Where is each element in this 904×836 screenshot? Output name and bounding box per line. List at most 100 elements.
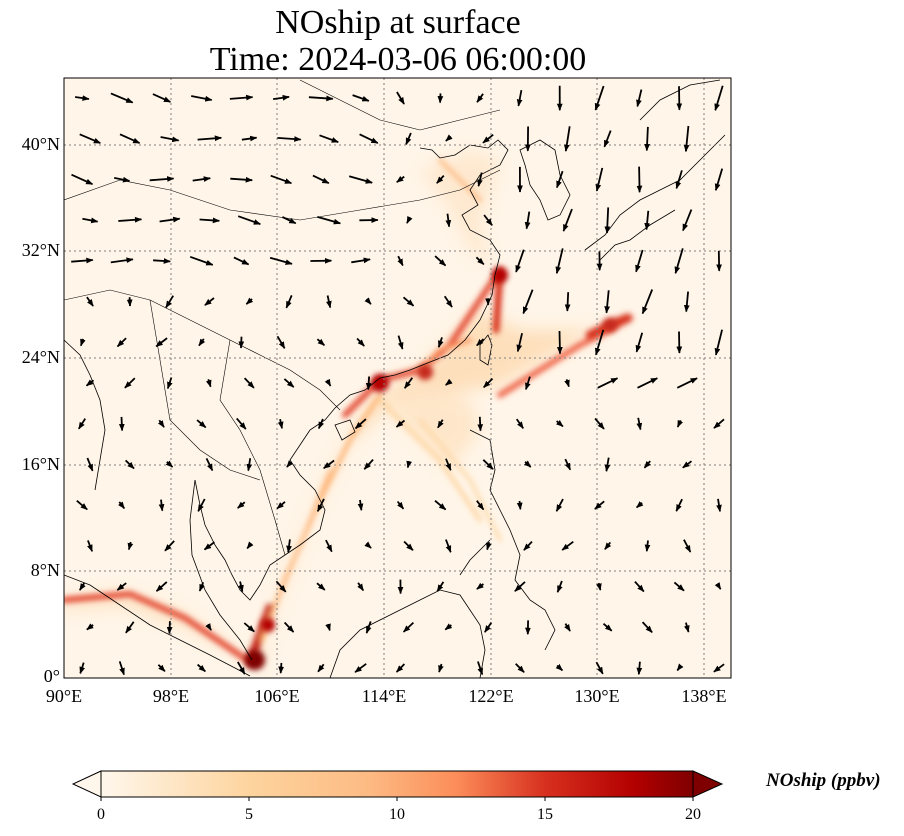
wind-arrow-176: [516, 500, 523, 511]
wind-arrow-232: [118, 661, 125, 676]
wind-arrow-233: [157, 664, 166, 672]
wind-arrow-182: [87, 540, 93, 552]
wind-arrow-221: [325, 623, 331, 632]
wind-arrow-190: [403, 540, 414, 551]
wind-arrow-210: [556, 580, 563, 593]
wind-arrow-23: [319, 134, 339, 143]
wind-arrow-126: [483, 377, 494, 389]
wind-arrow-38: [270, 174, 293, 185]
wind-arrow-123: [365, 376, 372, 391]
wind-arrow-7: [352, 94, 370, 102]
xtick-label-90e: 90°E: [45, 686, 83, 706]
colorbar-extend-high: [692, 770, 724, 798]
wind-arrow-16: [714, 85, 724, 111]
wind-arrow-85: [165, 295, 174, 309]
wind-arrow-175: [476, 500, 485, 511]
wind-arrow-145: [594, 417, 605, 430]
ytick-label-40n: 40°N: [21, 134, 60, 154]
wind-arrow-0: [74, 95, 90, 101]
wind-arrow-194: [561, 540, 574, 551]
wind-arrow-172: [357, 499, 364, 511]
wind-arrow-128: [564, 379, 570, 388]
wind-arrow-31: [644, 126, 650, 152]
wind-arrow-216: [125, 621, 135, 634]
wind-arrow-168: [197, 498, 206, 512]
wind-arrow-171: [316, 498, 325, 513]
wind-arrow-191: [445, 539, 452, 553]
wind-arrow-70: [233, 256, 250, 266]
wind-arrow-39: [312, 174, 330, 185]
wind-arrow-197: [683, 539, 692, 553]
wind-arrow-169: [237, 501, 246, 509]
wind-arrow-212: [634, 580, 645, 593]
colorbar: [71, 770, 724, 801]
wind-arrow-120: [243, 377, 255, 389]
wind-arrow-127: [525, 376, 531, 391]
wind-arrow-96: [604, 290, 610, 314]
wind-arrow-140: [395, 419, 406, 428]
wind-arrow-1: [110, 92, 134, 104]
wind-arrow-37: [230, 176, 253, 183]
wind-arrow-163: [643, 460, 651, 469]
wind-arrow-129: [597, 377, 619, 389]
wind-arrow-219: [243, 622, 255, 633]
wind-arrow-112: [594, 329, 605, 356]
wind-arrow-14: [636, 89, 643, 108]
wind-arrow-148: [713, 418, 725, 429]
wind-arrow-200: [155, 581, 168, 592]
wind-arrow-165: [76, 500, 88, 511]
wind-arrow-159: [482, 459, 494, 470]
wind-arrow-54: [237, 215, 261, 225]
wind-arrow-41: [396, 175, 405, 183]
wind-arrow-196: [644, 540, 651, 552]
wind-arrow-214: [714, 582, 722, 590]
wind-arrow-71: [269, 256, 293, 265]
wind-arrow-36: [192, 176, 211, 182]
wind-arrow-51: [118, 216, 143, 223]
wind-arrow-137: [277, 419, 284, 430]
wind-arrow-48: [675, 170, 683, 190]
colorbar-tick-5: 5: [245, 806, 253, 823]
wind-arrow-18: [119, 133, 141, 144]
wind-arrow-98: [683, 291, 690, 313]
wind-arrow-177: [555, 498, 564, 512]
wind-arrow-29: [563, 126, 571, 152]
wind-arrow-30: [603, 130, 612, 148]
wind-arrow-166: [118, 501, 126, 509]
wind-arrow-205: [357, 582, 365, 592]
wind-arrow-180: [675, 498, 683, 512]
wind-arrow-195: [604, 541, 612, 550]
ytick-label-24n: 24°N: [21, 347, 60, 367]
wind-arrow-113: [635, 332, 644, 353]
wind-arrow-144: [556, 419, 564, 428]
wind-arrow-225: [484, 621, 493, 633]
wind-arrow-183: [127, 541, 134, 551]
wind-arrow-141: [437, 419, 444, 429]
wind-arrow-109: [476, 338, 485, 347]
wind-arrow-63: [604, 207, 611, 234]
wind-arrow-43: [477, 172, 483, 187]
wind-arrow-187: [286, 539, 292, 554]
wind-arrow-26: [445, 134, 453, 142]
wind-arrow-152: [205, 458, 214, 472]
wind-arrow-66: [71, 257, 94, 264]
wind-arrow-64: [644, 210, 650, 231]
wind-arrow-77: [515, 249, 525, 273]
wind-arrow-105: [316, 338, 325, 346]
ytick-label-0: 0°: [43, 666, 60, 686]
wind-arrow-88: [285, 295, 293, 309]
wind-arrow-2: [152, 93, 172, 103]
wind-arrow-236: [278, 662, 285, 674]
xtick-label-98e: 98°E: [152, 686, 190, 706]
colorbar-tick-0: 0: [97, 806, 105, 823]
wind-arrow-138: [317, 418, 325, 430]
wind-arrow-158: [445, 458, 452, 471]
wind-arrow-24: [359, 133, 379, 144]
wind-arrow-164: [682, 460, 693, 469]
wind-arrow-230: [683, 622, 690, 633]
wind-arrow-211: [596, 582, 602, 591]
wind-arrow-47: [636, 166, 643, 193]
wind-arrow-92: [443, 295, 453, 308]
ship-tracks: [64, 158, 633, 670]
wind-arrow-247: [713, 663, 725, 673]
